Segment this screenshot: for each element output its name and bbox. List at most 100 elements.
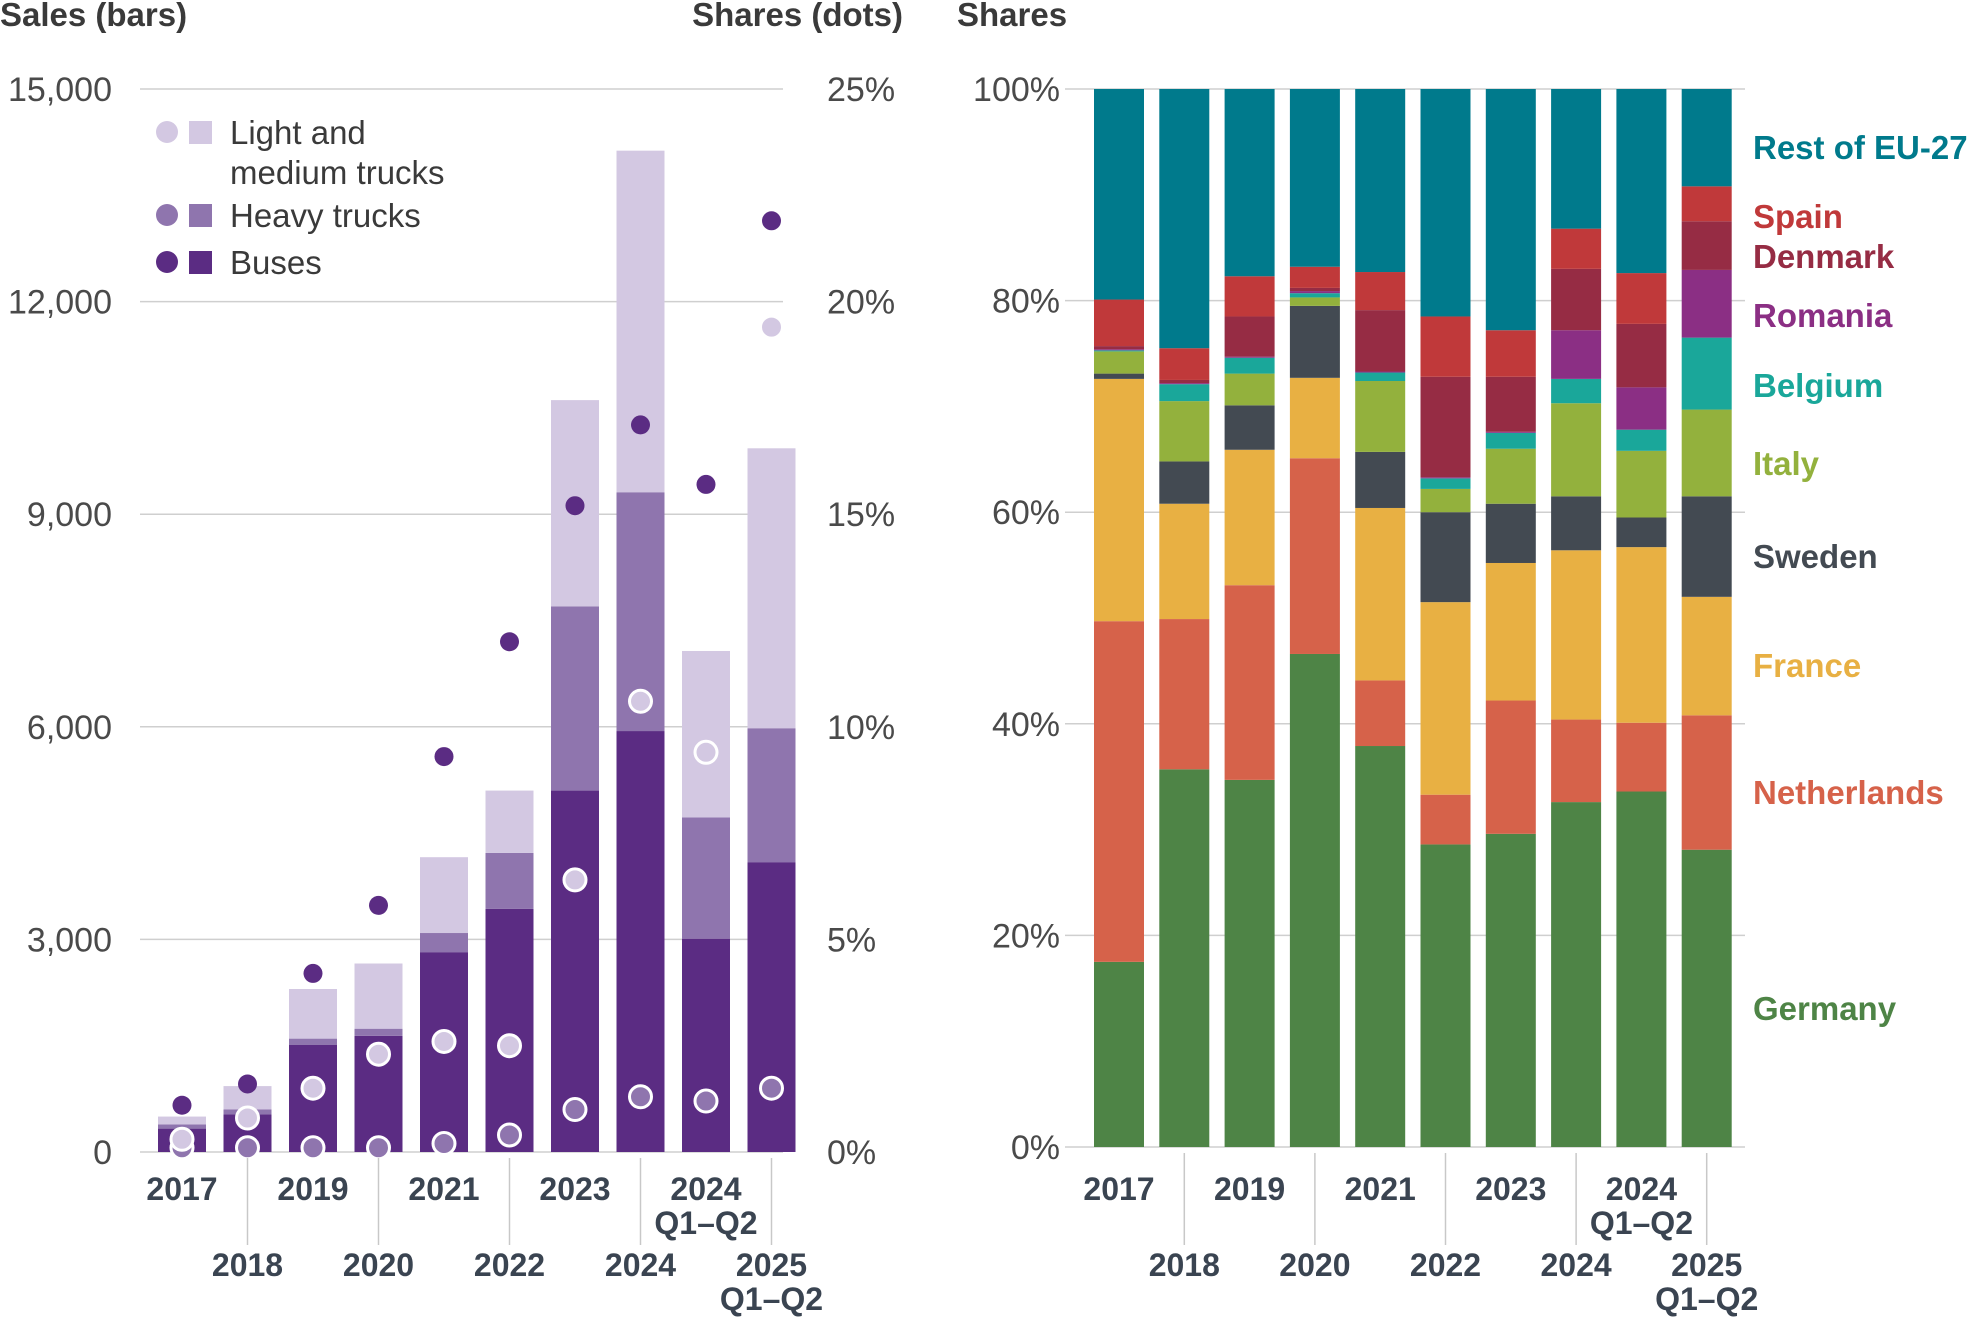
share-dot-light-and-medium-trucks [693, 739, 719, 765]
segment-rest-of-eu-27 [1551, 89, 1602, 229]
share-dot-buses [565, 496, 585, 516]
category-label: 2020 [1279, 1247, 1350, 1283]
country-label-rest-of-eu-27: Rest of EU-27 [1753, 129, 1968, 166]
country-label-romania: Romania [1753, 297, 1893, 334]
segment-germany [1159, 769, 1210, 1147]
share-dot-buses [303, 963, 323, 983]
country-label-belgium: Belgium [1753, 367, 1883, 404]
share-dot-light-and-medium-trucks [759, 314, 784, 340]
left-y-tick-label: 9,000 [27, 496, 112, 534]
category-sublabel: Q1–Q2 [1590, 1205, 1693, 1241]
country-labels: Germany Netherlands France Sweden Italy Belgi… [1753, 129, 1968, 1027]
left-y-tick-label: 12,000 [8, 284, 112, 322]
bar-light-and-medium-trucks [354, 963, 403, 1029]
category-label: 2024 [1541, 1247, 1612, 1283]
right-bar-series [1094, 89, 1732, 1147]
share-dot-buses [631, 415, 650, 435]
segment-belgium [1681, 337, 1732, 410]
bar-buses [682, 938, 730, 1152]
segment-netherlands [1355, 680, 1406, 747]
legend-dot-buses [156, 251, 178, 273]
share-dot-buses [762, 211, 781, 231]
bar-light-and-medium-trucks [616, 150, 665, 493]
segment-denmark [1616, 323, 1667, 388]
share-dot-light-and-medium-trucks [562, 867, 588, 893]
right-y-tick-label: 5% [827, 921, 876, 959]
left-share-dots [169, 211, 784, 1161]
segment-sweden [1094, 373, 1144, 379]
segment-spain [1551, 228, 1602, 269]
segment-france [1681, 596, 1732, 716]
segment-rest-of-eu-27 [1094, 89, 1144, 300]
share-dot-buses [500, 632, 519, 652]
segment-spain [1681, 186, 1732, 222]
segment-rest-of-eu-27 [1681, 89, 1732, 187]
segment-belgium [1420, 478, 1471, 489]
segment-germany [1094, 961, 1144, 1147]
segment-belgium [1159, 384, 1210, 402]
segment-italy [1355, 381, 1406, 452]
segment-denmark [1551, 268, 1602, 331]
legend-label-light-and-medium-trucks: Light and medium trucks [230, 114, 445, 191]
share-dot-heavy-trucks [759, 1075, 784, 1101]
segment-france [1420, 602, 1471, 795]
share-dot-light-and-medium-trucks [235, 1105, 260, 1131]
segment-italy [1485, 448, 1536, 504]
segment-italy [1289, 297, 1340, 306]
segment-romania [1159, 383, 1210, 385]
category-label: 2018 [1149, 1247, 1220, 1283]
right-y-tick-label: 0% [827, 1134, 876, 1172]
bar-heavy-trucks [289, 1038, 337, 1045]
sales-chart: Sales (bars) Shares (dots) 0 0% 3,000 5% 6,0… [0, 0, 903, 1317]
segment-denmark [1289, 287, 1340, 292]
segment-france [1224, 449, 1275, 586]
country-label-denmark: Denmark [1753, 238, 1895, 275]
segment-italy [1224, 373, 1275, 406]
bar-buses [485, 908, 534, 1152]
bar-heavy-trucks [158, 1124, 206, 1129]
share-dot-buses [434, 747, 454, 767]
country-share-chart: Shares 0% 20% 40% 60% 80% 100% 2017 2018 2019 20… [957, 0, 1968, 1317]
segment-sweden [1485, 503, 1536, 563]
segment-germany [1616, 791, 1667, 1147]
bar-heavy-trucks [354, 1028, 403, 1036]
segment-spain [1094, 299, 1144, 347]
country-label-italy: Italy [1753, 445, 1820, 482]
share-dot-light-and-medium-trucks [366, 1041, 391, 1067]
segment-spain [1485, 330, 1536, 377]
left-y-tick-label: 0 [93, 1134, 112, 1172]
segment-sweden [1289, 305, 1340, 378]
category-sublabel: Q1–Q2 [654, 1205, 757, 1241]
left-y-axis-title: Sales (bars) [0, 0, 187, 33]
legend-swatch-buses [189, 251, 212, 274]
share-dot-buses [369, 895, 388, 915]
bar-light-and-medium-trucks [485, 790, 534, 853]
right-y-tick-label: 15% [827, 496, 895, 534]
bar-buses [616, 731, 665, 1152]
segment-denmark [1159, 379, 1210, 384]
segment-germany [1485, 833, 1536, 1147]
shares-tick-label: 0% [1011, 1129, 1060, 1167]
segment-denmark [1094, 346, 1144, 350]
category-label: 2024 [670, 1171, 741, 1207]
segment-denmark [1224, 316, 1275, 357]
share-dot-heavy-trucks [366, 1135, 391, 1161]
segment-romania [1094, 349, 1144, 351]
bar-light-and-medium-trucks [289, 989, 337, 1039]
segment-romania [1485, 431, 1536, 433]
segment-netherlands [1485, 700, 1536, 834]
segment-netherlands [1094, 621, 1144, 962]
share-dot-heavy-trucks [497, 1122, 522, 1148]
category-label: 2020 [343, 1247, 414, 1283]
legend-label-buses: Buses [230, 244, 322, 281]
right-category-labels: 201720182019202020212022202320242024Q1–Q… [1083, 1153, 1758, 1317]
shares-tick-label: 80% [992, 283, 1060, 321]
segment-spain [1420, 316, 1471, 377]
left-gridlines [140, 88, 783, 1153]
legend-label-heavy-trucks: Heavy trucks [230, 197, 421, 234]
segment-france [1551, 550, 1602, 720]
segment-sweden [1681, 496, 1732, 597]
bar-heavy-trucks [682, 817, 730, 939]
segment-spain [1224, 276, 1275, 317]
segment-germany [1355, 746, 1406, 1147]
